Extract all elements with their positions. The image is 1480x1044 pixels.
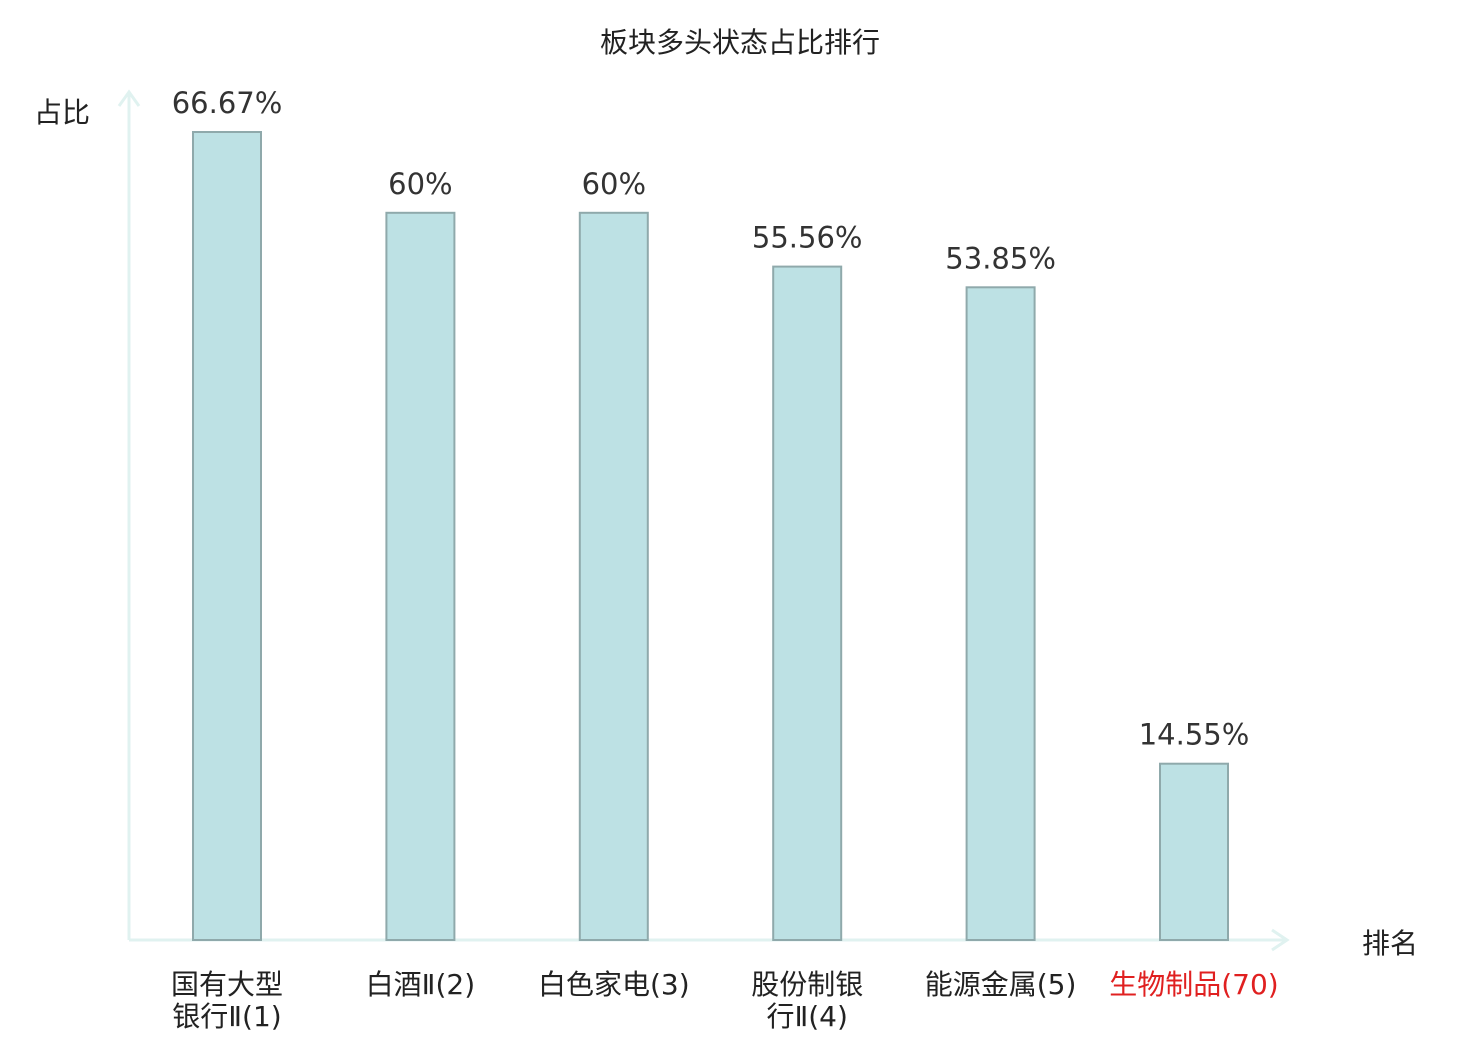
value-label-1: 66.67% [172,86,283,120]
category-label-6-line-1: 生物制品(70) [1109,968,1278,1001]
category-label-4-line-1: 股份制银 [751,968,863,1001]
x-axis-arrow [1271,928,1290,952]
value-label-3: 60% [582,167,646,201]
bar-1 [192,131,262,941]
bar-3 [578,211,649,942]
value-label-5: 53.85% [945,241,1056,275]
axes [117,89,1290,952]
x-axis-label: 排名 [1362,927,1418,960]
y-axis-label: 占比 [34,96,90,129]
bar-6 [1159,762,1229,942]
category-label-2-line-1: 白酒Ⅱ(2) [366,968,475,1001]
category-label-4-line-2: 行Ⅱ(4) [766,1000,847,1033]
value-label-4: 55.56% [752,221,863,255]
chart-title: 板块多头状态占比排行 [600,26,880,59]
y-axis-arrow [117,89,141,107]
value-label-6: 14.55% [1139,718,1250,752]
bar-4 [772,265,843,942]
category-label-5-line-1: 能源金属(5) [925,968,1077,1001]
bar-5 [965,286,1036,941]
category-label-1-line-1: 国有大型 [171,968,283,1001]
category-label-3-line-1: 白色家电(3) [538,968,690,1001]
value-labels-group: 66.67% 60% 60% 55.56% 53.85% 14.55% [172,86,1250,752]
category-label-1-line-2: 银行Ⅱ(1) [172,1000,281,1033]
bar-2 [385,211,456,942]
value-label-2: 60% [388,167,452,201]
bars-group [192,131,1229,942]
